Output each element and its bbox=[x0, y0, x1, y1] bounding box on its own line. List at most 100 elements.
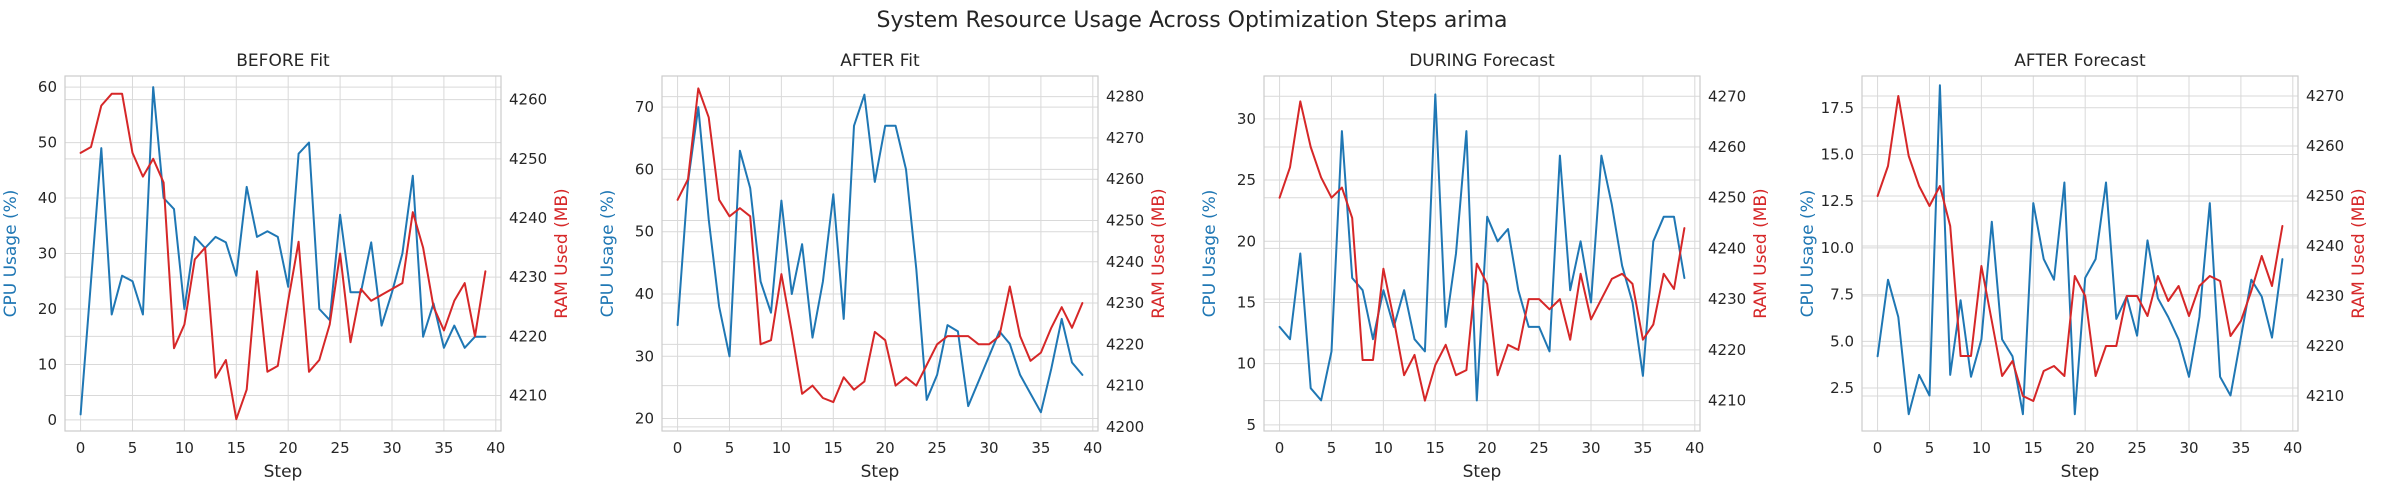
y-left-tick-label: 30 bbox=[1237, 110, 1256, 128]
y-left-tick-label: 60 bbox=[38, 78, 57, 96]
figure-title: System Resource Usage Across Optimizatio… bbox=[877, 8, 1508, 33]
y-left-tick-label: 5.0 bbox=[1830, 332, 1854, 350]
chart-panel: AFTER Forecast 0 5 10 15 20 25 30 35 40 2.5 5.0 7.5 1… bbox=[1798, 51, 2369, 482]
cpu-series-line bbox=[79, 86, 487, 416]
ram-series-line bbox=[676, 87, 1084, 404]
y-right-tick-label: 4240 bbox=[2306, 237, 2344, 255]
y-left-tick-label: 12.5 bbox=[1821, 192, 1854, 210]
x-tick-label: 0 bbox=[76, 439, 86, 457]
y-left-tick-label: 60 bbox=[635, 160, 654, 178]
x-tick-label: 20 bbox=[2076, 439, 2095, 457]
x-tick-label: 5 bbox=[1327, 439, 1337, 457]
plot-frame bbox=[64, 75, 502, 432]
y-right-tick-label: 4240 bbox=[1708, 239, 1746, 257]
x-tick-label: 35 bbox=[1633, 439, 1652, 457]
x-tick-label: 30 bbox=[1581, 439, 1600, 457]
x-tick-label: 5 bbox=[128, 439, 138, 457]
y-right-tick-label: 4250 bbox=[1708, 189, 1746, 207]
y-left-tick-label: 15 bbox=[1237, 293, 1256, 311]
y-left-tick-label: 7.5 bbox=[1830, 286, 1854, 304]
cpu-series-line bbox=[676, 93, 1084, 414]
x-tick-label: 30 bbox=[382, 439, 401, 457]
x-tick-label: 10 bbox=[1972, 439, 1991, 457]
y-left-tick-label: 0 bbox=[47, 411, 57, 429]
y-left-tick-label: 50 bbox=[635, 223, 654, 241]
cpu-series-line bbox=[1876, 84, 2284, 416]
x-axis-label: Step bbox=[2061, 462, 2100, 482]
x-tick-label: 40 bbox=[1685, 439, 1704, 457]
y-right-tick-label: 4280 bbox=[1106, 88, 1144, 106]
y-right-tick-label: 4240 bbox=[1106, 253, 1144, 271]
x-tick-label: 10 bbox=[1374, 439, 1393, 457]
y-left-tick-label: 50 bbox=[38, 134, 57, 152]
y-right-axis-label: RAM Used (MB) bbox=[1751, 188, 1771, 318]
x-tick-label: 25 bbox=[331, 439, 350, 457]
y-right-tick-label: 4240 bbox=[509, 209, 547, 227]
y-left-tick-label: 30 bbox=[38, 245, 57, 263]
y-right-tick-label: 4230 bbox=[1708, 290, 1746, 308]
ram-series-line bbox=[1278, 100, 1686, 402]
y-left-tick-label: 25 bbox=[1237, 171, 1256, 189]
y-right-tick-label: 4210 bbox=[1708, 392, 1746, 410]
x-tick-label: 40 bbox=[2283, 439, 2302, 457]
y-right-tick-label: 4270 bbox=[1708, 87, 1746, 105]
y-right-tick-label: 4260 bbox=[509, 91, 547, 109]
y-right-tick-label: 4270 bbox=[2306, 87, 2344, 105]
x-axis-label: Step bbox=[861, 462, 900, 482]
ram-series-line bbox=[1876, 95, 2284, 402]
x-tick-label: 15 bbox=[227, 439, 246, 457]
y-left-tick-label: 70 bbox=[635, 98, 654, 116]
x-tick-label: 10 bbox=[772, 439, 791, 457]
panel-title: AFTER Fit bbox=[840, 51, 920, 71]
plot-frame bbox=[1861, 75, 2299, 432]
y-left-tick-label: 2.5 bbox=[1830, 379, 1854, 397]
x-tick-label: 15 bbox=[1426, 439, 1445, 457]
y-left-axis-label: CPU Usage (%) bbox=[1, 190, 21, 318]
x-tick-label: 15 bbox=[2024, 439, 2043, 457]
x-tick-label: 0 bbox=[1275, 439, 1285, 457]
x-tick-label: 25 bbox=[1530, 439, 1549, 457]
x-tick-label: 35 bbox=[1031, 439, 1050, 457]
x-tick-label: 35 bbox=[2231, 439, 2250, 457]
y-right-axis-label: RAM Used (MB) bbox=[552, 188, 572, 318]
plot-frame bbox=[661, 75, 1099, 432]
x-tick-label: 30 bbox=[2179, 439, 2198, 457]
x-tick-label: 40 bbox=[486, 439, 505, 457]
x-tick-label: 20 bbox=[279, 439, 298, 457]
x-tick-label: 30 bbox=[979, 439, 998, 457]
y-left-tick-label: 40 bbox=[38, 189, 57, 207]
y-right-axis-label: RAM Used (MB) bbox=[2349, 188, 2369, 318]
y-right-tick-label: 4200 bbox=[1106, 418, 1144, 436]
y-left-axis-label: CPU Usage (%) bbox=[1798, 190, 1818, 318]
panel-title: DURING Forecast bbox=[1409, 51, 1555, 71]
y-left-tick-label: 30 bbox=[635, 347, 654, 365]
y-right-tick-label: 4210 bbox=[1106, 377, 1144, 395]
panel-title: AFTER Forecast bbox=[2014, 51, 2146, 71]
y-left-tick-label: 17.5 bbox=[1821, 99, 1854, 117]
x-tick-label: 0 bbox=[1873, 439, 1883, 457]
x-axis-label: Step bbox=[264, 462, 303, 482]
x-tick-label: 40 bbox=[1083, 439, 1102, 457]
y-left-tick-label: 20 bbox=[1237, 232, 1256, 250]
y-left-tick-label: 15.0 bbox=[1821, 145, 1854, 163]
y-right-tick-label: 4210 bbox=[2306, 387, 2344, 405]
y-right-tick-label: 4230 bbox=[509, 268, 547, 286]
y-right-tick-label: 4230 bbox=[1106, 294, 1144, 312]
y-left-tick-label: 10.0 bbox=[1821, 239, 1854, 257]
x-tick-label: 10 bbox=[175, 439, 194, 457]
plot-frame bbox=[1263, 75, 1701, 432]
y-right-tick-label: 4260 bbox=[2306, 137, 2344, 155]
y-left-tick-label: 5 bbox=[1246, 416, 1256, 434]
chart-panel: DURING Forecast 0 5 10 15 20 25 30 35 40 5 10 15 20 25… bbox=[1200, 51, 1771, 482]
y-left-axis-label: CPU Usage (%) bbox=[1200, 190, 1220, 318]
y-right-tick-label: 4220 bbox=[2306, 337, 2344, 355]
x-tick-label: 5 bbox=[725, 439, 735, 457]
y-left-tick-label: 10 bbox=[38, 355, 57, 373]
y-right-tick-label: 4210 bbox=[509, 387, 547, 405]
y-left-tick-label: 40 bbox=[635, 285, 654, 303]
y-right-tick-label: 4220 bbox=[1106, 335, 1144, 353]
x-tick-label: 5 bbox=[1925, 439, 1935, 457]
y-right-tick-label: 4250 bbox=[2306, 187, 2344, 205]
